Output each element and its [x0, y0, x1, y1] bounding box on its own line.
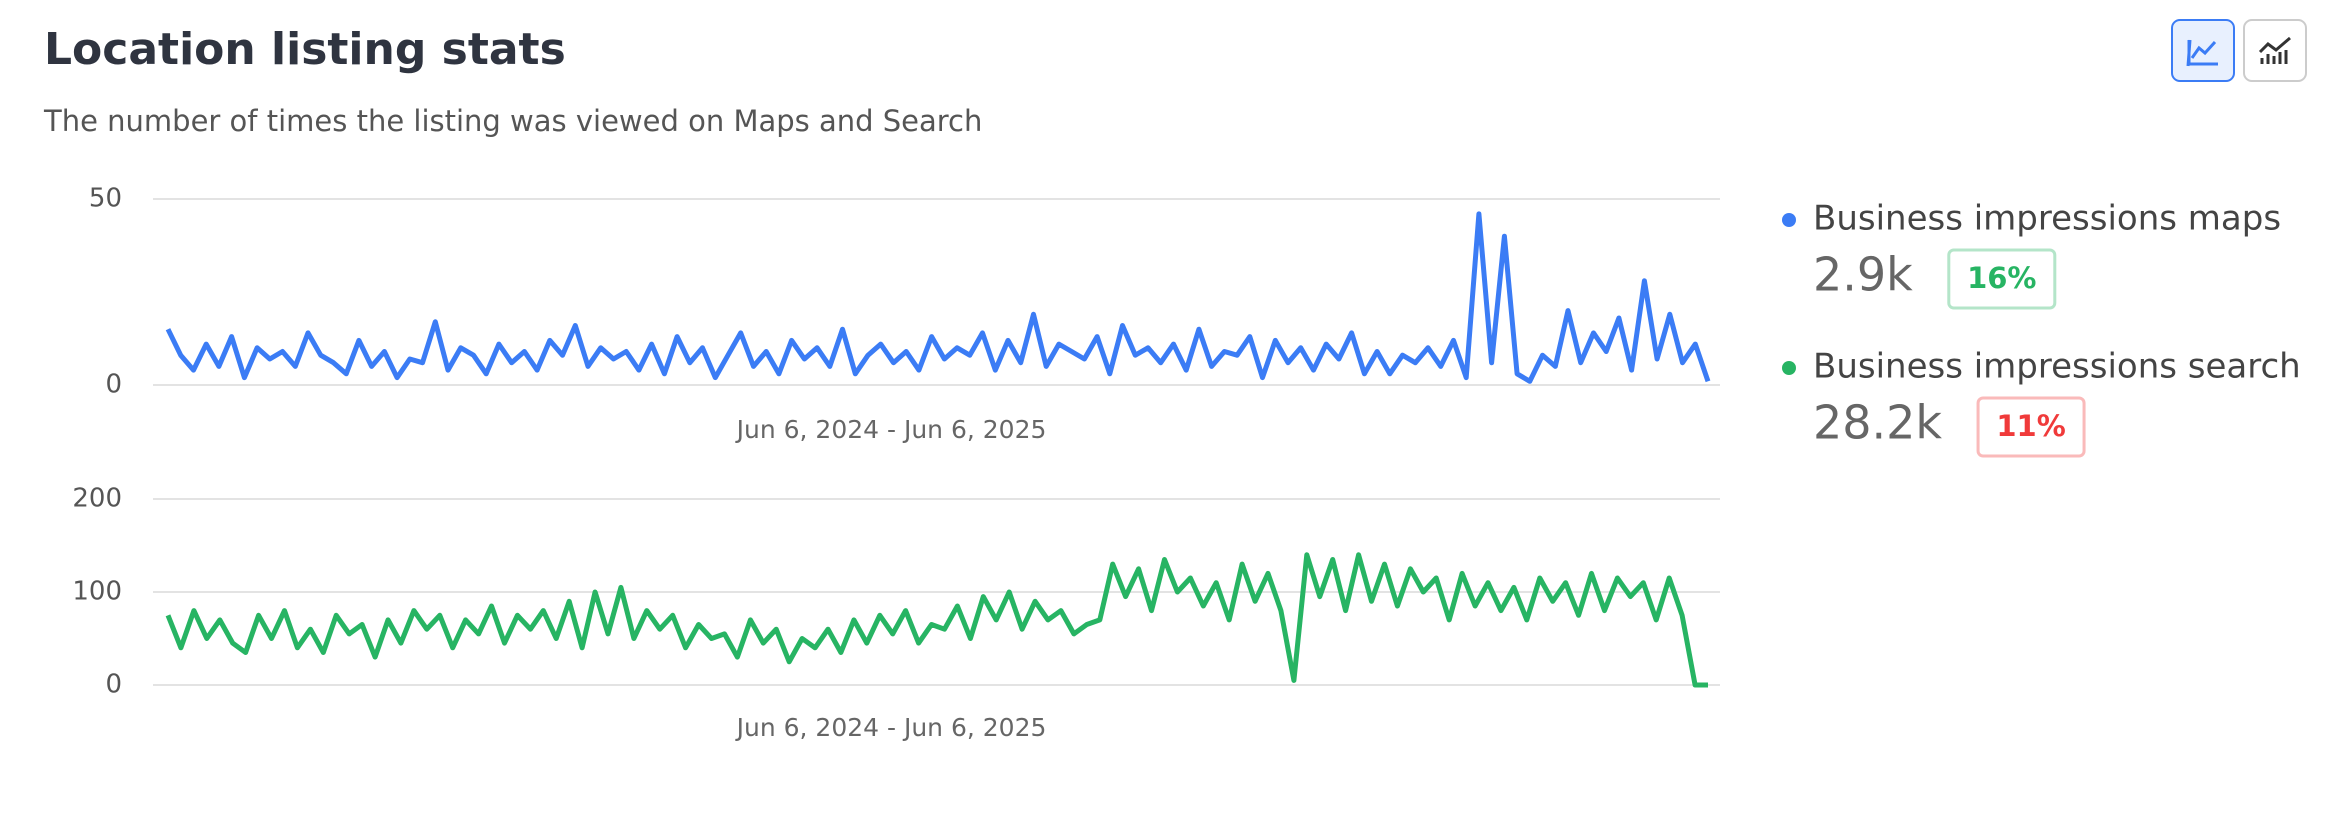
x-axis-label: Jun 6, 2024 - Jun 6, 2025 — [735, 415, 1047, 444]
total: 2.9k — [1813, 248, 1913, 302]
y-tick-label: 200 — [72, 484, 122, 514]
y-tick-label: 0 — [105, 370, 122, 400]
total: 28.2k — [1813, 396, 1942, 450]
series-line — [165, 552, 1708, 688]
change-label: 16% — [1967, 261, 2036, 295]
title: Location listing stats — [44, 24, 566, 75]
legend-marker — [1782, 361, 1796, 375]
icon — [2258, 36, 2291, 64]
change-label: 11% — [1996, 409, 2065, 443]
change-badge — [1947, 248, 2057, 310]
view-buttons — [2171, 19, 2307, 82]
legend-label: Business impressions maps — [1813, 199, 2281, 239]
legend-label: Business impressions search — [1813, 347, 2301, 387]
y-tick-label: 0 — [105, 670, 122, 700]
y-tick-label: 50 — [89, 184, 122, 214]
legend-marker — [1782, 213, 1796, 227]
subtitle: The number of times the listing was view… — [43, 104, 982, 138]
y-tick-label: 100 — [72, 577, 122, 607]
series-line — [165, 211, 1711, 384]
icon — [2187, 40, 2218, 66]
x-axis-label: Jun 6, 2024 - Jun 6, 2025 — [735, 713, 1047, 742]
change-badge — [1976, 396, 2086, 458]
